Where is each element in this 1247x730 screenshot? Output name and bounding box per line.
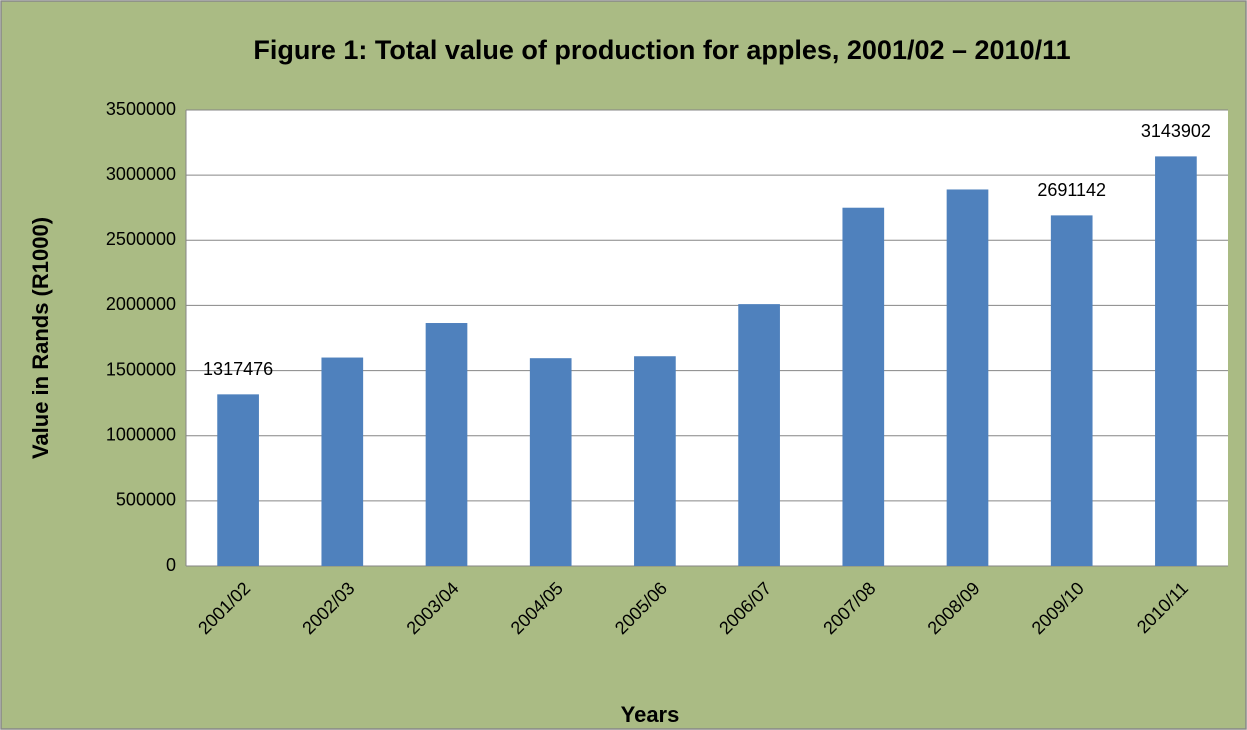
chart-title: Figure 1: Total value of production for … [253, 35, 1070, 65]
bar [634, 356, 676, 566]
y-axis-title: Value in Rands (R1000) [28, 217, 53, 459]
data-label: 2691142 [1037, 180, 1106, 200]
bar [738, 304, 780, 566]
y-tick-label: 1000000 [106, 424, 176, 444]
y-tick-label: 0 [166, 555, 176, 575]
bar [529, 358, 572, 566]
bar [842, 207, 885, 566]
bar [946, 189, 989, 566]
y-tick-label: 2500000 [106, 229, 176, 249]
y-tick-label: 3000000 [106, 164, 176, 184]
y-tick-label: 500000 [116, 490, 176, 510]
bar [425, 323, 468, 566]
bar [321, 357, 364, 566]
y-tick-label: 2000000 [106, 294, 176, 314]
y-tick-label: 3500000 [106, 99, 176, 119]
bar [1050, 215, 1093, 567]
bar [1155, 156, 1197, 567]
data-label: 1317476 [203, 359, 273, 379]
y-tick-label: 1500000 [106, 359, 176, 379]
x-axis-title: Years [621, 702, 680, 727]
bar [217, 394, 259, 566]
data-label: 3143902 [1141, 121, 1211, 141]
